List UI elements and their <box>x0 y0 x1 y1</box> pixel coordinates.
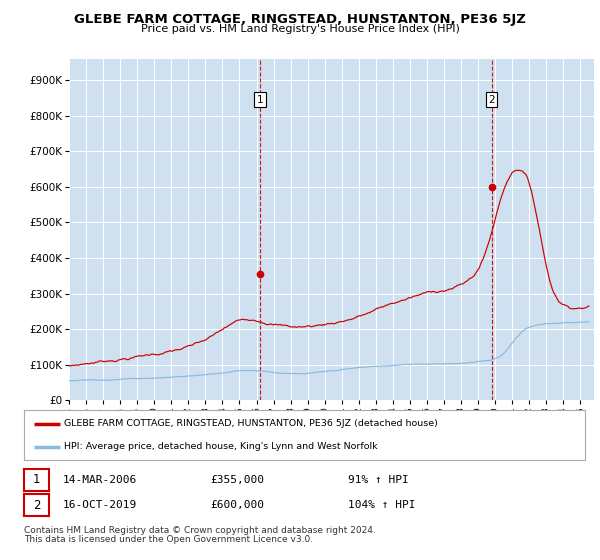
Text: 104% ↑ HPI: 104% ↑ HPI <box>348 500 415 510</box>
Text: GLEBE FARM COTTAGE, RINGSTEAD, HUNSTANTON, PE36 5JZ: GLEBE FARM COTTAGE, RINGSTEAD, HUNSTANTO… <box>74 13 526 26</box>
Text: 1: 1 <box>33 473 40 487</box>
Text: 2: 2 <box>33 498 40 512</box>
Text: This data is licensed under the Open Government Licence v3.0.: This data is licensed under the Open Gov… <box>24 535 313 544</box>
Text: GLEBE FARM COTTAGE, RINGSTEAD, HUNSTANTON, PE36 5JZ (detached house): GLEBE FARM COTTAGE, RINGSTEAD, HUNSTANTO… <box>64 419 438 428</box>
Text: £600,000: £600,000 <box>210 500 264 510</box>
Text: HPI: Average price, detached house, King's Lynn and West Norfolk: HPI: Average price, detached house, King… <box>64 442 378 451</box>
Text: 2: 2 <box>488 95 495 105</box>
Text: Price paid vs. HM Land Registry's House Price Index (HPI): Price paid vs. HM Land Registry's House … <box>140 24 460 34</box>
Text: 91% ↑ HPI: 91% ↑ HPI <box>348 475 409 485</box>
Text: 1: 1 <box>256 95 263 105</box>
Text: 14-MAR-2006: 14-MAR-2006 <box>63 475 137 485</box>
Text: 16-OCT-2019: 16-OCT-2019 <box>63 500 137 510</box>
Text: Contains HM Land Registry data © Crown copyright and database right 2024.: Contains HM Land Registry data © Crown c… <box>24 526 376 535</box>
Text: £355,000: £355,000 <box>210 475 264 485</box>
